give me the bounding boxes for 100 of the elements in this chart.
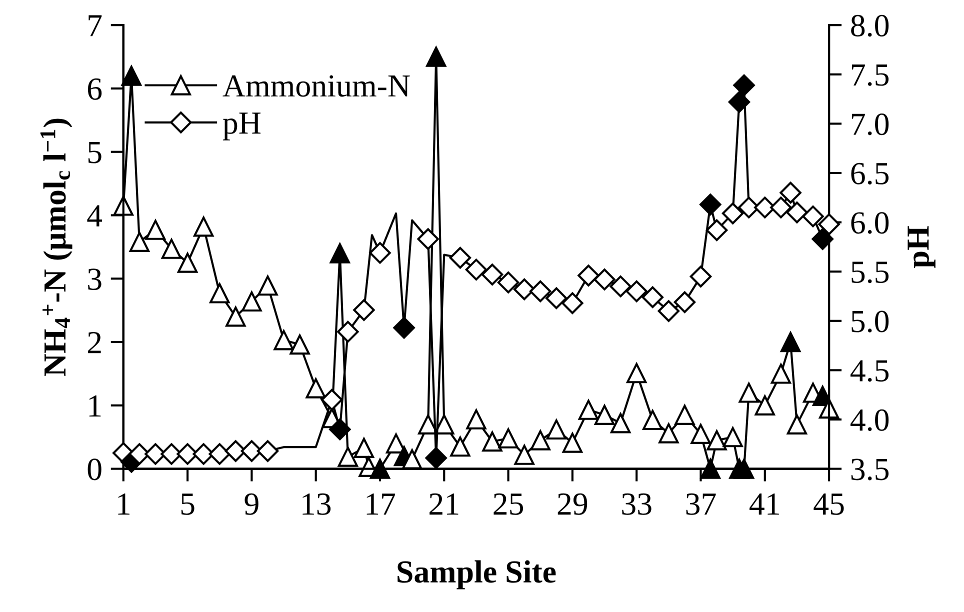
point [610,413,631,434]
point [594,268,616,290]
point [321,388,343,411]
point [449,246,472,269]
point [497,272,520,294]
y-axis-title: NH$_{4}$$^{+}$-N (µmol$_{c}$ l$^{−1}$) [40,118,72,376]
point [754,395,775,416]
point [258,276,278,296]
y2-tick-label: 4.5 [850,360,889,382]
point [780,182,802,204]
point [578,400,599,420]
y2-tick-label: 5.5 [852,262,889,284]
point [274,330,294,350]
point [242,291,262,312]
point [562,432,583,453]
point [177,252,198,273]
point [513,278,536,300]
point [194,216,214,237]
point [770,364,791,384]
point [674,291,696,314]
point [658,423,679,444]
y2-tick-label: 8.0 [851,14,889,37]
y2-tick-label: 3.5 [851,458,889,480]
y2-tick-label: 6.0 [851,212,889,234]
y-tick-label: 5 [88,142,102,164]
point [562,292,584,314]
point [674,404,695,425]
y-tick-label: 2 [88,332,101,354]
x-axis-title: Sample Site [398,560,556,590]
point [426,46,446,67]
y2-axis-title: pH [908,226,936,268]
y2-tick-label: 7.5 [852,64,889,86]
point [642,286,664,308]
point [161,238,182,259]
point [210,283,230,304]
point [728,91,750,113]
y-tick-label: 4 [87,205,102,226]
point [129,232,150,252]
legend-label: Ammonium-N [222,75,410,97]
point [466,409,486,430]
point [546,287,568,310]
y-tick-label: 0 [88,458,102,480]
y-tick-label: 7 [88,15,102,36]
point [338,446,358,467]
point [626,280,648,302]
point [700,458,720,479]
x-tick-label: 33 [622,493,652,515]
point [578,264,600,286]
point [530,430,550,450]
point [329,418,351,440]
point [812,228,834,250]
point [690,266,712,288]
point [786,202,808,224]
point [722,202,744,224]
x-tick-label: 25 [494,493,524,515]
point [425,447,447,469]
point [450,436,470,457]
x-tick-label: 13 [302,493,331,515]
y-tick-label: 1 [89,395,101,416]
point [337,320,359,343]
y2-tick-label: 4.0 [850,409,889,432]
y2-tick-label: 6.5 [851,162,889,185]
point [306,378,326,398]
x-tick-label: 41 [750,493,779,515]
point [733,74,755,96]
point [706,219,728,242]
point [121,66,142,86]
point [780,332,801,352]
point [370,458,390,479]
x-tick-label: 9 [244,493,258,515]
point [734,458,754,479]
y2-tick-label: 7.0 [852,114,889,136]
y2-tick-label: 5.0 [852,310,889,332]
point [802,206,824,228]
point [226,306,246,327]
point [369,242,391,264]
x-tick-label: 29 [558,493,588,515]
x-tick-label: 21 [430,493,458,515]
point [498,428,518,448]
point [690,424,711,444]
x-tick-label: 45 [814,494,844,515]
point [434,414,454,434]
x-tick-label: 5 [181,494,194,515]
point [465,258,488,280]
point [514,444,534,465]
point [353,299,375,321]
point [393,316,415,339]
x-tick-label: 17 [366,493,396,515]
point [256,440,279,462]
point [482,431,502,452]
legend-label: pH [222,112,261,140]
point [330,243,350,264]
point [594,404,615,425]
x-tick-label: 1 [118,493,130,515]
point [145,220,166,240]
point [546,419,566,440]
point [208,443,230,465]
point [706,430,727,450]
point [626,363,647,384]
point [481,264,504,286]
